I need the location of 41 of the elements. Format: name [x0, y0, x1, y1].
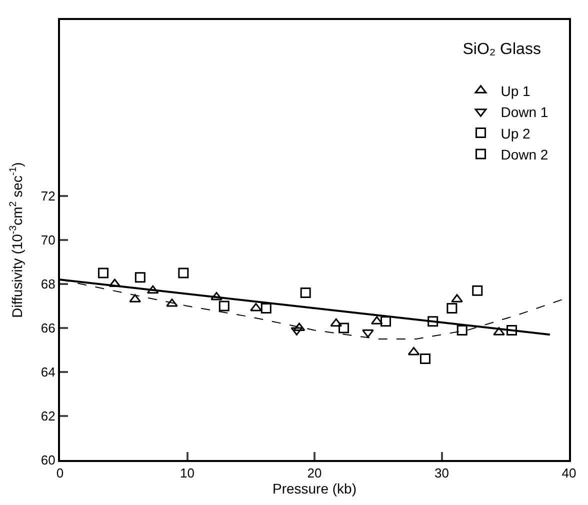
- point: [428, 316, 438, 327]
- point: [451, 294, 463, 302]
- point: [166, 298, 178, 307]
- y-tick-label: 66: [40, 320, 56, 336]
- point: [250, 302, 262, 312]
- x-tick-label: 0: [56, 466, 64, 481]
- y-tick-label: 64: [40, 364, 56, 380]
- point: [210, 292, 222, 300]
- point: [178, 268, 189, 278]
- point: [338, 322, 350, 334]
- point: [456, 324, 468, 336]
- point: [408, 346, 420, 356]
- y-tick-label: 68: [40, 276, 56, 292]
- point: [506, 324, 517, 336]
- y-tick-label: 72: [40, 188, 56, 204]
- legend-label: Up 2: [500, 125, 531, 142]
- point: [330, 318, 342, 327]
- point: [300, 288, 311, 298]
- point: [218, 300, 230, 312]
- point: [98, 268, 109, 278]
- y-tick-label: 62: [40, 408, 56, 424]
- x-tick-label: 40: [562, 466, 576, 481]
- point: [260, 302, 272, 314]
- point: [362, 329, 374, 338]
- point: [134, 272, 146, 283]
- x-tick-label: 30: [434, 466, 449, 481]
- legend-label: Up 1: [500, 82, 531, 99]
- legend-label: Down 1: [500, 104, 548, 120]
- x-axis-title: Pressure (kb): [272, 480, 357, 497]
- point: [146, 285, 159, 294]
- y-tick-label: 60: [40, 452, 56, 468]
- x-tick-label: 10: [180, 466, 194, 481]
- legend-title: SiO₂ Glass: [462, 41, 541, 58]
- legend-label: Down 2: [500, 146, 548, 162]
- point: [446, 302, 458, 314]
- point: [493, 327, 505, 336]
- y-tick-label: 70: [40, 232, 56, 248]
- point: [420, 354, 430, 364]
- point: [380, 316, 392, 327]
- x-tick-label: 20: [307, 466, 322, 481]
- point: [472, 285, 483, 296]
